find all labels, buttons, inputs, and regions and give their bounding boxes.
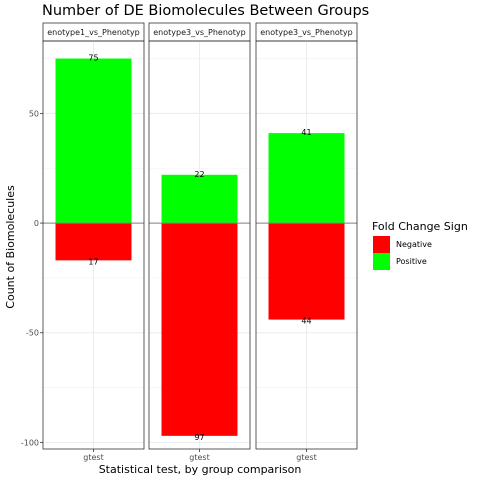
chart-title: Number of DE Biomolecules Between Groups	[42, 3, 369, 19]
legend-entries: Negative Positive	[373, 236, 432, 270]
bar-negative	[55, 223, 132, 261]
y-tick-label: -100	[21, 438, 39, 447]
x-tick-label: gtest	[189, 453, 209, 462]
data-label-positive: 75	[88, 54, 98, 63]
facet-strip-label: enotype1_vs_Phenotyp	[47, 28, 139, 37]
facet-panel: enotype1_vs_Phenotyp 75 17 gtest	[42, 22, 145, 462]
data-label-negative: 17	[88, 257, 98, 266]
y-axis-title: Count of Biomolecules	[4, 185, 17, 309]
y-tick-label: 50	[29, 109, 39, 118]
data-label-negative: 44	[301, 317, 311, 326]
data-label-positive: 22	[194, 170, 204, 179]
bar-positive	[268, 133, 345, 224]
y-axis-ticks: -100 -50 0 50	[21, 109, 43, 447]
legend-key	[373, 236, 390, 253]
legend: Fold Change Sign Negative Positive	[372, 220, 468, 270]
x-tick-label: gtest	[83, 453, 103, 462]
bar-positive	[55, 58, 132, 224]
legend-key	[373, 253, 390, 270]
legend-label: Positive	[396, 257, 427, 266]
data-label-positive: 41	[301, 128, 311, 137]
facet-panel: enotype3_vs_Phenotyp 41 44 gtest	[255, 22, 358, 462]
bar-negative	[268, 223, 345, 320]
data-label-negative: 97	[194, 433, 204, 442]
facet-panels: enotype1_vs_Phenotyp7517gtestenotype3_vs…	[42, 22, 358, 462]
facet-strip-label: enotype3_vs_Phenotyp	[153, 28, 245, 37]
facet-panel: enotype3_vs_Phenotyp 22 97 gtest	[148, 22, 251, 462]
bar-positive	[161, 174, 238, 224]
y-tick-label: -50	[26, 329, 39, 338]
x-axis-title: Statistical test, by group comparison	[99, 463, 302, 476]
bar-negative	[161, 223, 238, 436]
legend-label: Negative	[396, 240, 432, 249]
facet-strip-label: enotype3_vs_Phenotyp	[260, 28, 352, 37]
x-tick-label: gtest	[296, 453, 316, 462]
legend-title: Fold Change Sign	[372, 220, 468, 233]
y-tick-label: 0	[34, 219, 39, 228]
